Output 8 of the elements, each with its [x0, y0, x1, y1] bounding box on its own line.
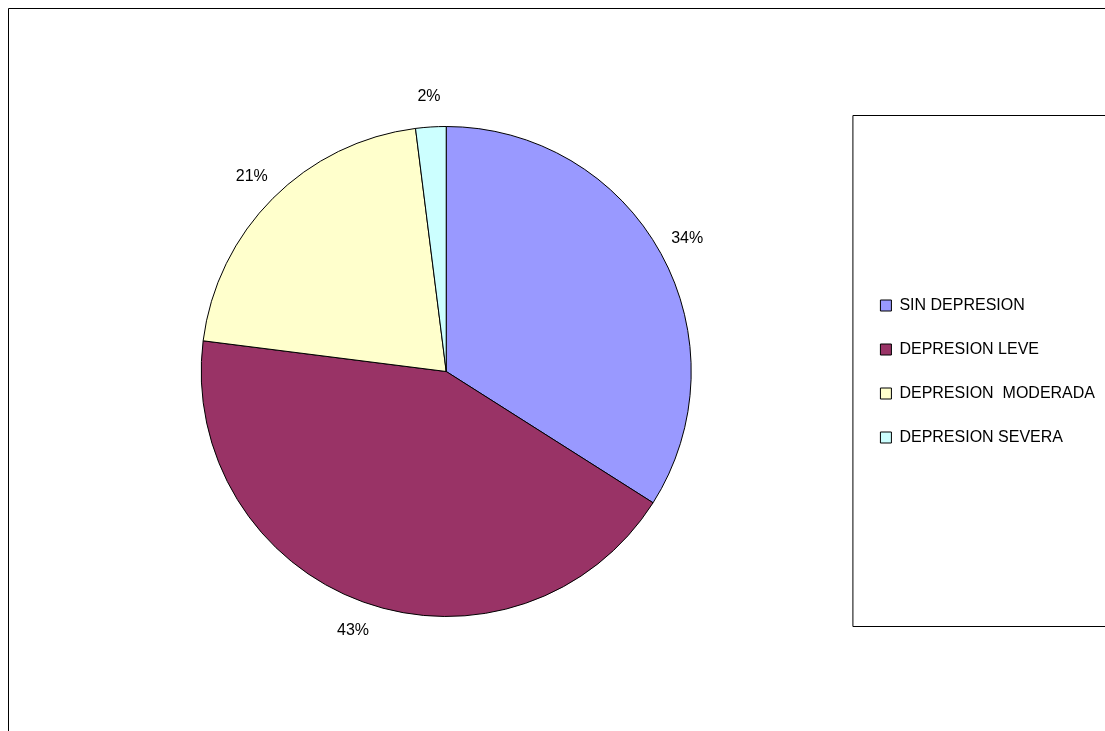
- legend-label: DEPRESION MODERADA: [899, 383, 1096, 401]
- legend-label: DEPRESION LEVE: [899, 339, 1040, 357]
- legend-label: DEPRESION SEVERA: [899, 427, 1064, 445]
- data-label: 21%: [235, 167, 268, 185]
- data-label: 2%: [417, 87, 441, 105]
- legend-label: SIN DEPRESION: [899, 295, 1025, 313]
- data-label: 34%: [671, 229, 704, 247]
- data-label: 43%: [337, 620, 370, 638]
